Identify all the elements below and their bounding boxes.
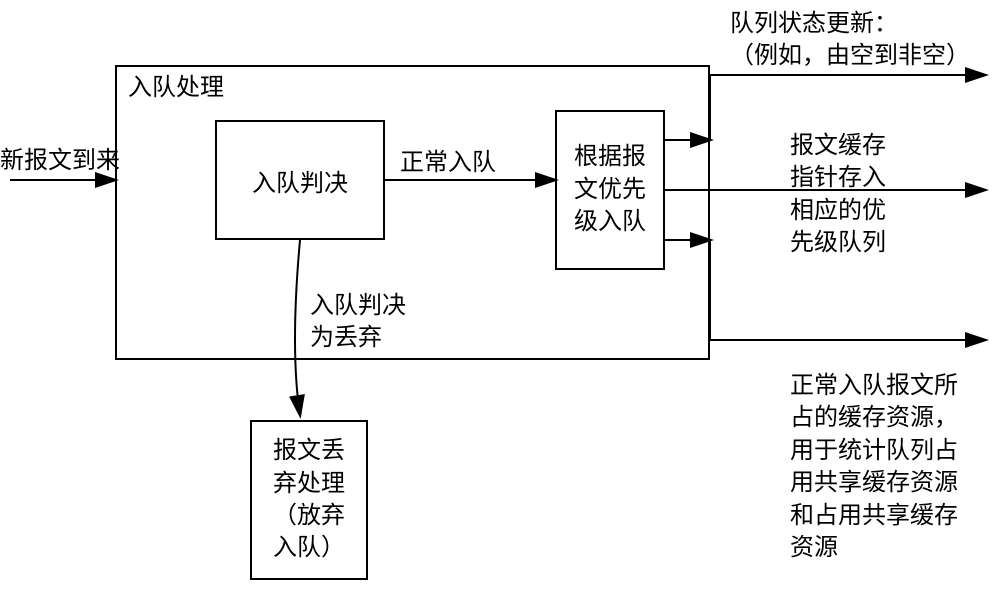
- edge-label-normal: 正常入队: [400, 147, 496, 179]
- container-title: 入队处理: [128, 72, 224, 104]
- edge-label-drop: 入队判决 为丢弃: [310, 290, 406, 355]
- output-top: 队列状态更新： （例如，由空到非空）: [730, 8, 970, 73]
- node-priority-enqueue: 根据报 文优先 级入队: [555, 110, 665, 270]
- edge-label-incoming: 新报文到来: [0, 145, 130, 177]
- node-decision-label: 入队判决: [252, 163, 348, 198]
- output-bottom: 正常入队报文所 占的缓存资源， 用于统计队列占 用共享缓存资源 和占用共享缓存 …: [790, 370, 958, 564]
- output-middle: 报文缓存 指针存入 相应的优 先级队列: [790, 130, 886, 260]
- node-drop-label: 报文丢 弃处理 （放弃 入队）: [273, 435, 345, 565]
- node-drop: 报文丢 弃处理 （放弃 入队）: [250, 420, 368, 580]
- node-decision: 入队判决: [215, 120, 385, 240]
- node-priority-enqueue-label: 根据报 文优先 级入队: [574, 141, 646, 238]
